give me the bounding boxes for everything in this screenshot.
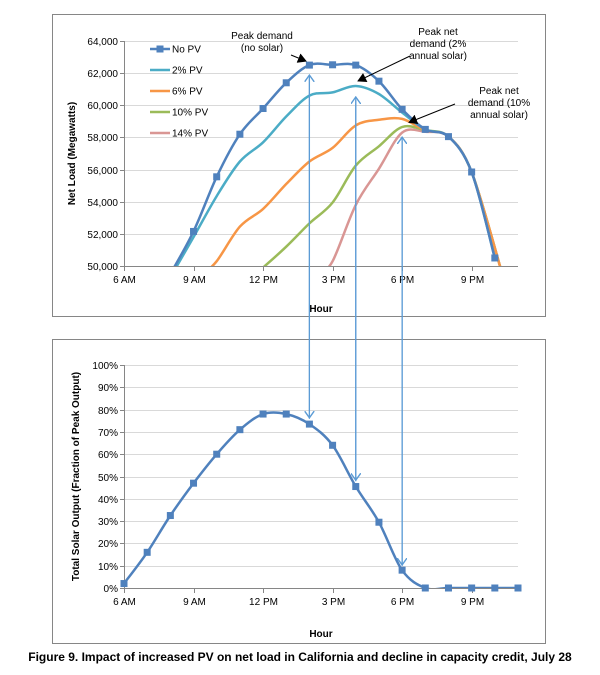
x-tick-label: 9 AM [183, 597, 206, 608]
y-tick-label: 52,000 [87, 230, 118, 241]
annotation-line: Peak net [418, 27, 458, 38]
data-point-no-pv [468, 168, 476, 176]
data-point-solar-output [468, 584, 476, 592]
y-tick-label: 100% [92, 361, 118, 372]
legend-marker-no-pv [156, 45, 164, 53]
annotation-line: Peak demand [231, 31, 293, 42]
y-tick-label: 56,000 [87, 166, 118, 177]
data-point-solar-output [444, 584, 452, 592]
data-point-solar-output [190, 479, 198, 487]
figure-caption: Figure 9. Impact of increased PV on net … [28, 650, 572, 664]
x-tick-label: 6 AM [113, 275, 136, 286]
data-point-solar-output [352, 483, 360, 491]
y-tick-label: 40% [98, 495, 118, 506]
data-point-no-pv [352, 61, 360, 69]
y-axis-title: Total Solar Output (Fraction of Peak Out… [71, 372, 82, 581]
legend-label-10-pv: 10% PV [172, 108, 208, 119]
data-point-solar-output [259, 410, 267, 418]
y-tick-label: 60% [98, 450, 118, 461]
data-point-no-pv [444, 133, 452, 141]
annotation-line: Peak net [479, 86, 519, 97]
net-load-chart: 50,000 52,000 54,000 56,000 58,000 60,000 62,0… [67, 37, 518, 315]
x-tick-label: 9 PM [461, 597, 484, 608]
data-point-no-pv [398, 105, 406, 113]
y-tick-label: 90% [98, 383, 118, 394]
x-tick-label: 9 AM [183, 275, 206, 286]
data-point-no-pv [329, 61, 337, 69]
data-point-no-pv [236, 130, 244, 138]
data-point-solar-output [282, 410, 290, 418]
data-point-solar-output [120, 580, 128, 588]
data-point-solar-output [143, 548, 151, 556]
y-axis-title: Net Load (Megawatts) [67, 102, 78, 205]
x-tick-label: 3 PM [322, 275, 345, 286]
x-axis-title: Hour [309, 304, 332, 315]
legend-label-2-pv: 2% PV [172, 66, 203, 77]
data-point-solar-output [514, 584, 522, 592]
legend-label-6-pv: 6% PV [172, 87, 203, 98]
solar-output-chart: 0% 10% 20% 30% 40% 50% 60% 70% 80% 90% 100% 6 AM 9 A… [71, 361, 522, 640]
y-tick-label: 10% [98, 562, 118, 573]
annotation-line: demand (2% [410, 39, 467, 50]
data-point-solar-output [421, 584, 429, 592]
data-point-no-pv [190, 227, 198, 235]
data-point-solar-output [305, 420, 313, 428]
annotation-line: (no solar) [241, 43, 283, 54]
data-point-no-pv [259, 105, 267, 112]
annotation-peak-net-2: Peak net demand (2% annual solar) [409, 27, 467, 62]
data-point-no-pv [491, 254, 499, 262]
data-point-no-pv [375, 77, 383, 85]
annotation-line: annual solar) [470, 110, 528, 121]
annotation-arrow-no-solar [290, 53, 307, 63]
data-point-solar-output [398, 566, 406, 574]
data-point-no-pv [421, 125, 429, 133]
x-tick-label: 6 AM [113, 597, 136, 608]
peak-link-arrows [309, 76, 402, 566]
data-point-solar-output [213, 450, 221, 458]
x-tick-label: 6 PM [391, 597, 414, 608]
data-point-no-pv [305, 61, 313, 69]
annotation-line: annual solar) [409, 51, 467, 62]
y-tick-label: 80% [98, 406, 118, 417]
legend-label-14-pv: 14% PV [172, 129, 208, 140]
y-tick-label: 62,000 [87, 69, 118, 80]
annotation-arrow-2pct [357, 55, 411, 83]
y-tick-label: 0% [104, 584, 119, 595]
data-point-solar-output [375, 518, 383, 526]
data-point-solar-output [491, 584, 499, 592]
y-tick-label: 60,000 [87, 101, 118, 112]
x-tick-label: 9 PM [461, 275, 484, 286]
annotation-arrow-10pct [408, 103, 456, 125]
annotation-peak-demand-no-solar: Peak demand (no solar) [231, 31, 293, 54]
y-tick-label: 64,000 [87, 37, 118, 48]
x-tick-label: 3 PM [322, 597, 345, 608]
y-tick-label: 50,000 [87, 262, 118, 273]
x-tick-label: 12 PM [249, 275, 278, 286]
legend-label-no-pv: No PV [172, 45, 201, 56]
y-tick-label: 58,000 [87, 133, 118, 144]
x-tick-label: 12 PM [249, 597, 278, 608]
y-tick-label: 54,000 [87, 198, 118, 209]
y-tick-label: 50% [98, 473, 118, 484]
data-point-solar-output [329, 441, 337, 449]
y-tick-label: 30% [98, 517, 118, 528]
annotation-arrows [290, 53, 456, 125]
y-tick-label: 20% [98, 539, 118, 550]
data-point-no-pv [213, 173, 221, 181]
data-point-solar-output [166, 512, 174, 520]
annotation-peak-net-10: Peak net demand (10% annual solar) [468, 86, 530, 121]
x-axis-title: Hour [309, 629, 332, 640]
data-point-no-pv [282, 79, 290, 87]
bottom-chart-frame [52, 339, 546, 644]
y-tick-label: 70% [98, 428, 118, 439]
annotation-line: demand (10% [468, 98, 530, 109]
data-point-solar-output [236, 426, 244, 434]
top-chart-frame [52, 14, 546, 317]
